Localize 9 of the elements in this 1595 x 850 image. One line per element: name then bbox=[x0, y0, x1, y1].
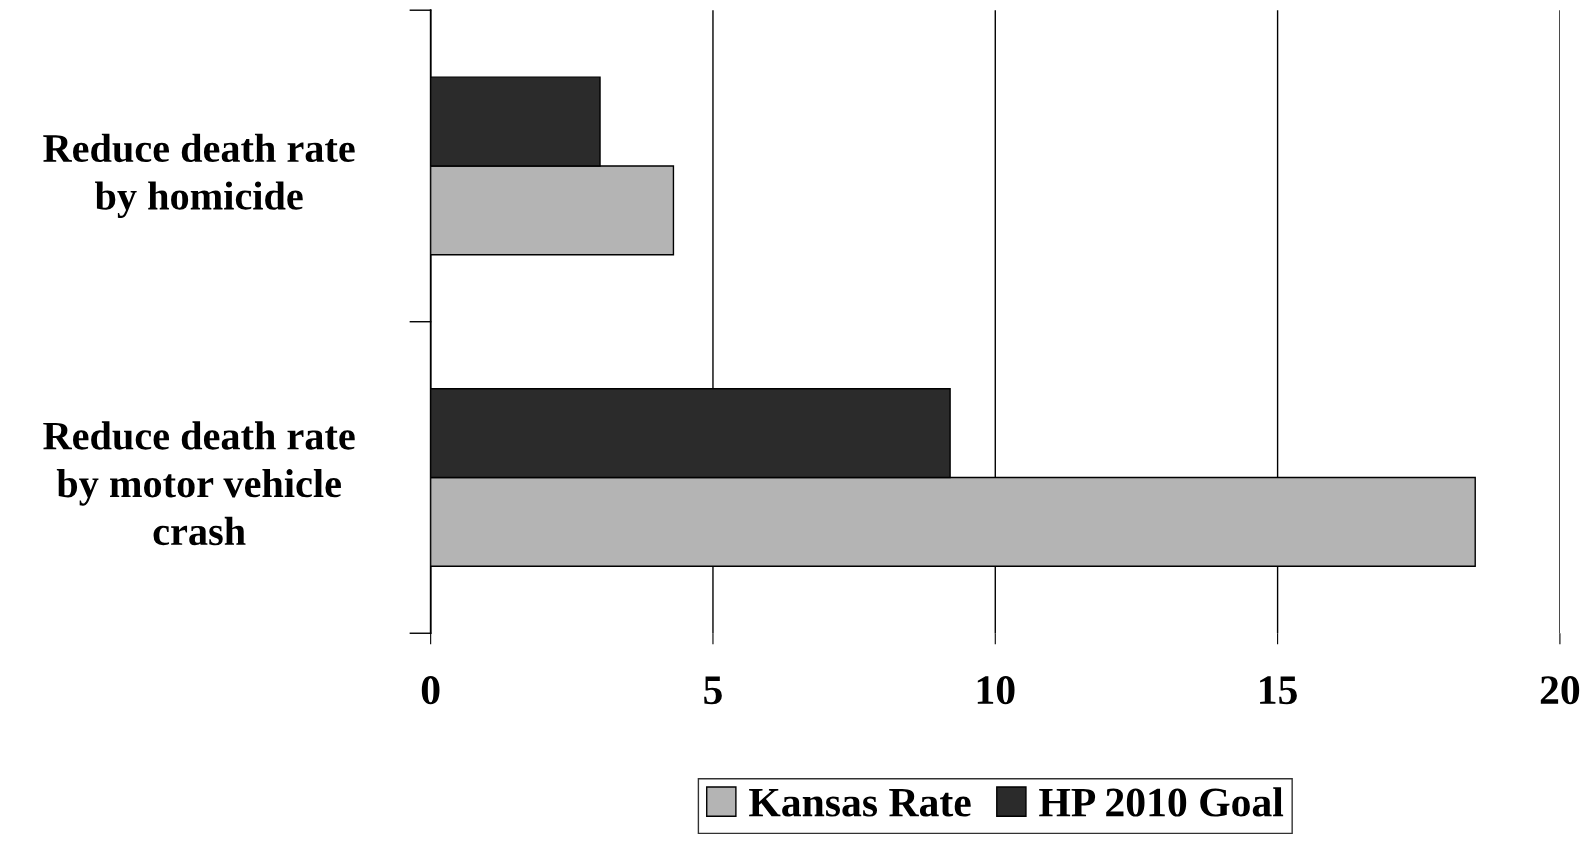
y-tick-label: Reduce death rate by homicide bbox=[43, 133, 355, 219]
x-tick-label: 20 bbox=[1540, 676, 1580, 705]
legend-label: HP 2010 Goal bbox=[1039, 787, 1284, 817]
x-tick-label: 15 bbox=[1260, 676, 1297, 705]
x-tick-label: 5 bbox=[704, 676, 722, 705]
x-tick-label: 10 bbox=[977, 676, 1015, 705]
x-tick-label: 0 bbox=[421, 676, 440, 705]
y-tick-label: Reduce death rate by motor vehicle crash bbox=[43, 421, 355, 546]
legend-label: Kansas Rate bbox=[749, 788, 971, 817]
